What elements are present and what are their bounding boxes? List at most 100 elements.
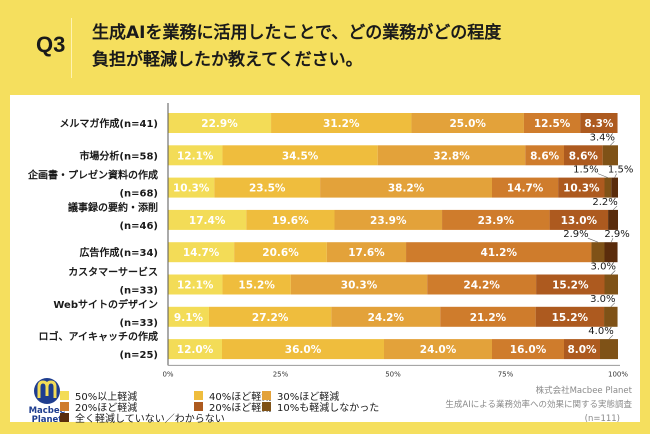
callout-leader bbox=[610, 302, 616, 308]
bar-segment bbox=[427, 274, 537, 295]
segment-value-label: 24.0% bbox=[420, 344, 457, 356]
question-number: Q3 bbox=[36, 32, 66, 57]
segment-value-label: 25.0% bbox=[449, 118, 486, 130]
callout-leader bbox=[608, 334, 614, 340]
segment-value-label: 21.2% bbox=[470, 312, 507, 324]
segment-value-label: 12.1% bbox=[177, 280, 214, 292]
segment-value-label: 13.0% bbox=[561, 215, 598, 227]
segment-value-label: 23.9% bbox=[478, 215, 515, 227]
legend-item: 10%も軽減しなかった bbox=[262, 399, 379, 414]
bar-segment bbox=[580, 113, 618, 133]
segment-value-label: 8.3% bbox=[584, 118, 614, 130]
callout-leader bbox=[610, 141, 615, 146]
bar-segment bbox=[168, 113, 272, 133]
callout-value-label: 3.0% bbox=[590, 294, 615, 305]
category-label: (n=33) bbox=[119, 318, 158, 329]
legend-swatch bbox=[194, 402, 203, 411]
legend-swatch bbox=[60, 391, 69, 400]
bar-segment bbox=[271, 113, 412, 133]
bar-segment bbox=[234, 242, 327, 263]
bar-segment bbox=[536, 274, 605, 295]
bar-segment bbox=[168, 242, 235, 263]
bar-segment bbox=[222, 145, 378, 166]
segment-value-label: 27.2% bbox=[252, 312, 289, 324]
segment-value-label: 31.2% bbox=[323, 118, 360, 130]
segment-value-label: 23.9% bbox=[370, 215, 407, 227]
header: Q3 生成AIを業務に活用したことで、どの業務がどの程度 負担が軽減したか教えて… bbox=[0, 0, 650, 92]
legend-label: 40%ほど軽減 bbox=[209, 392, 272, 403]
legend-label: 50%以上軽減 bbox=[75, 392, 138, 403]
bar-segment bbox=[168, 145, 223, 166]
segment-value-label: 15.2% bbox=[552, 312, 589, 324]
segment-value-label: 12.5% bbox=[534, 118, 571, 130]
bar-segment bbox=[168, 339, 222, 360]
legend-item: 20%ほど軽減 bbox=[194, 399, 271, 414]
segment-value-label: 10.3% bbox=[173, 183, 210, 195]
segment-value-label: 17.6% bbox=[348, 247, 385, 259]
legend-swatch bbox=[262, 402, 271, 411]
bar-segment bbox=[558, 177, 605, 198]
segment-value-label: 23.5% bbox=[249, 183, 286, 195]
x-tick-label: 25% bbox=[273, 370, 289, 378]
segment-value-label: 38.2% bbox=[388, 183, 425, 195]
question-title: 生成AIを業務に活用したことで、どの業務がどの程度 負担が軽減したか教えてくださ… bbox=[92, 20, 632, 74]
bar-segment bbox=[604, 177, 612, 198]
bar-segment bbox=[334, 209, 443, 230]
segment-value-label: 12.0% bbox=[177, 344, 214, 356]
legend-item: 30%ほど軽減 bbox=[262, 388, 339, 403]
segment-value-label: 14.7% bbox=[507, 183, 544, 195]
bar-segment bbox=[492, 177, 559, 198]
credit-sample-size: (n=111) bbox=[584, 414, 620, 424]
bar-segment bbox=[602, 145, 618, 166]
x-tick-label: 100% bbox=[608, 370, 628, 378]
category-label: Webサイトのデザイン bbox=[53, 298, 158, 311]
legend-label: 30%ほど軽減 bbox=[277, 392, 340, 403]
category-labels: メルマガ作成(n=41) 市場分析(n=58) 企画書・プレゼン資料の作成 (n=68… bbox=[27, 117, 158, 361]
legend-item: 全く軽減していない／わからない bbox=[60, 410, 225, 425]
bar-segment bbox=[290, 274, 428, 295]
bar-segment bbox=[600, 339, 618, 360]
bar-segment bbox=[222, 274, 291, 295]
callout-value-label: 2.9% bbox=[563, 229, 588, 240]
category-label: (n=33) bbox=[119, 286, 158, 297]
legend-swatch bbox=[60, 402, 69, 411]
bar-segment bbox=[591, 242, 605, 263]
segment-value-label: 24.2% bbox=[463, 280, 500, 292]
callout-value-label: 2.9% bbox=[604, 229, 629, 240]
category-label: (n=68) bbox=[119, 189, 158, 200]
legend-label: 全く軽減していない／わからない bbox=[75, 414, 225, 425]
bar-segment bbox=[604, 274, 618, 295]
segment-value-label: 30.3% bbox=[341, 280, 378, 292]
x-tick-labels: 0% 25% 50% 75% 100% bbox=[162, 370, 628, 378]
header-divider bbox=[71, 18, 72, 78]
callout-leader bbox=[611, 270, 616, 275]
category-label: ロゴ、アイキャッチの作成 bbox=[39, 330, 159, 343]
bar-segment bbox=[611, 177, 618, 198]
category-label: メルマガ作成(n=41) bbox=[59, 117, 158, 130]
bar-segment bbox=[246, 209, 335, 230]
bar-segment bbox=[208, 306, 332, 327]
segment-value-label: 14.7% bbox=[183, 247, 220, 259]
category-label: 議事録の要約・添削 bbox=[68, 201, 158, 214]
segment-value-label: 8.6% bbox=[530, 150, 560, 162]
bar-segment bbox=[222, 339, 384, 360]
segment-value-label: 36.0% bbox=[285, 344, 322, 356]
segment-value-label: 17.4% bbox=[189, 215, 226, 227]
credit-company: 株式会社Macbee Planet bbox=[535, 386, 632, 396]
segment-labels: 22.9% 31.2% 25.0% 12.5% 8.3% 12.1% 34.5% 32.8% 8… bbox=[173, 118, 614, 356]
segment-value-label: 8.0% bbox=[567, 344, 597, 356]
bar-segment bbox=[535, 306, 605, 327]
bar-segment bbox=[442, 209, 550, 230]
callout-value-label: 3.4% bbox=[590, 132, 615, 143]
bar-segment bbox=[384, 339, 492, 360]
segment-value-label: 15.2% bbox=[238, 280, 275, 292]
segment-value-label: 9.1% bbox=[174, 312, 204, 324]
callout-value-label: 1.5% bbox=[573, 165, 598, 176]
legend-swatch bbox=[60, 413, 69, 422]
segment-value-label: 41.2% bbox=[481, 247, 518, 259]
callout-leader bbox=[587, 237, 599, 243]
segment-value-label: 34.5% bbox=[282, 150, 319, 162]
logo-mark-icon: Macbee Planet bbox=[29, 378, 66, 425]
category-label: 企画書・プレゼン資料の作成 bbox=[27, 169, 158, 182]
